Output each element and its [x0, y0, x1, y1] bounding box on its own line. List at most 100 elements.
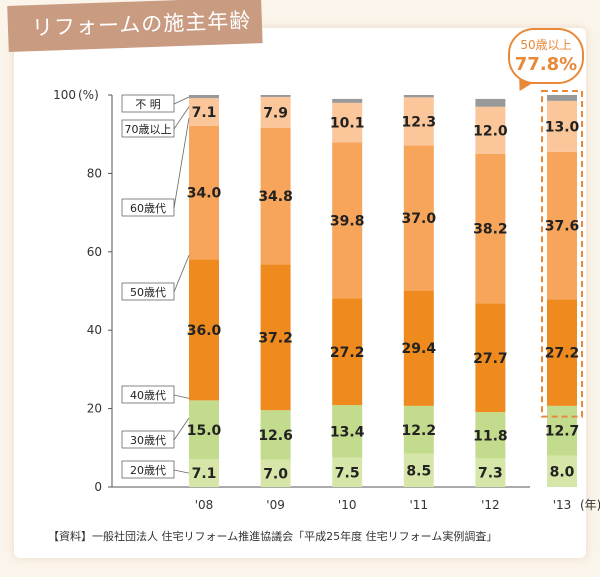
age-label-pointer [173, 394, 190, 399]
data-label: 37.6 [545, 219, 580, 235]
data-label: 10.1 [330, 116, 365, 132]
bar-segment [547, 455, 577, 487]
data-label: 7.5 [335, 465, 360, 481]
bar-segment [332, 405, 363, 458]
bar-segment [475, 303, 506, 413]
data-label: 7.1 [192, 105, 217, 121]
bar-segment [547, 299, 577, 406]
data-label: 36.0 [187, 323, 222, 339]
data-label: 7.3 [478, 466, 503, 482]
age-label: 30歳代 [130, 434, 166, 447]
age-label-pointer [173, 255, 190, 293]
bar-segment [547, 95, 577, 101]
bar-segment [475, 412, 506, 459]
bar-segment [189, 98, 219, 126]
bar-segment [403, 405, 434, 454]
highlight-box [541, 90, 583, 418]
age-label-box [121, 94, 175, 113]
bar-segment [189, 125, 219, 260]
x-tick-label: '11 [410, 498, 429, 512]
data-label: 12.3 [402, 114, 437, 130]
x-unit-label: (年) [580, 498, 600, 512]
data-label: 7.9 [263, 105, 288, 121]
y-tick-label: 80 [87, 166, 102, 180]
data-label: 12.0 [473, 123, 508, 139]
bar-segment [403, 95, 434, 98]
age-label-pointer [173, 469, 190, 474]
data-label: 11.8 [473, 428, 508, 444]
bar-segment [260, 459, 291, 487]
data-label: 7.1 [192, 466, 217, 482]
y-tick-label: 0 [94, 480, 102, 494]
bar-segment [403, 97, 434, 146]
bar-segment [332, 98, 363, 103]
age-label: 70歳以上 [125, 123, 172, 136]
x-tick-label: '10 [338, 498, 357, 512]
age-label: 50歳代 [130, 286, 166, 299]
bar-segment [260, 410, 291, 460]
y-tick-label: 100 [53, 88, 76, 102]
bar-segment [475, 106, 506, 154]
data-label: 29.4 [402, 341, 437, 357]
bar-segment [475, 98, 506, 107]
age-label: 40歳代 [130, 389, 166, 402]
callout-value: 77.8% [514, 54, 578, 75]
data-label: 39.8 [330, 213, 365, 229]
bar-segment [332, 142, 363, 299]
data-label: 34.0 [187, 186, 222, 202]
age-label-pointer [173, 96, 190, 105]
data-label: 8.0 [550, 464, 575, 480]
bar-segment [189, 259, 219, 401]
x-tick-label: '09 [266, 498, 285, 512]
bar-segment [475, 153, 506, 304]
bar-segment [260, 264, 291, 411]
callout-bubble: 50歳以上 77.8% [508, 28, 584, 84]
age-label: 60歳代 [130, 202, 166, 215]
bar-segment [260, 127, 291, 265]
y-tick-label: 40 [87, 323, 102, 337]
bar-segment [332, 298, 363, 406]
bar-segment [403, 145, 434, 291]
age-label-pointer [173, 118, 190, 209]
bar-segment [332, 102, 363, 143]
data-label: 12.7 [545, 424, 580, 440]
data-label: 27.7 [473, 351, 508, 367]
x-tick-label: '13 [553, 498, 572, 512]
data-label: 7.0 [263, 466, 288, 482]
data-label: 15.0 [187, 423, 222, 439]
data-label: 27.2 [330, 345, 365, 361]
bar-segment [403, 290, 434, 406]
data-label: 37.2 [258, 330, 293, 346]
callout-label: 50歳以上 [520, 38, 572, 52]
data-label: 12.2 [402, 423, 437, 439]
bar-segment [332, 457, 363, 487]
y-unit-label: (%) [78, 88, 99, 102]
bar-segment [189, 95, 219, 99]
y-tick-label: 20 [87, 402, 102, 416]
bar-segment [547, 405, 577, 456]
bar-segment [547, 151, 577, 300]
data-label: 27.2 [545, 346, 580, 362]
data-label: 13.0 [545, 119, 580, 135]
data-label: 8.5 [406, 463, 431, 479]
bar-segment [260, 95, 291, 97]
data-label: 13.4 [330, 424, 365, 440]
data-label: 37.0 [402, 211, 437, 227]
data-label: 34.8 [258, 189, 293, 205]
data-label: 38.2 [473, 222, 508, 238]
x-tick-label: '12 [481, 498, 500, 512]
age-label-box [121, 460, 175, 479]
bar-segment [475, 458, 506, 487]
data-label: 12.6 [258, 428, 293, 444]
bar-segment [260, 96, 291, 128]
source-note: 【資料】一般社団法人 住宅リフォーム推進協議会「平成25年度 住宅リフォーム実例… [48, 530, 498, 543]
bar-segment [403, 453, 434, 487]
x-tick-label: '08 [195, 498, 214, 512]
bar-segment [547, 100, 577, 152]
bar-segment [189, 459, 219, 487]
age-label: 20歳代 [130, 464, 166, 477]
bar-segment [189, 400, 219, 460]
age-label-box [121, 385, 175, 404]
age-label: 不 明 [135, 98, 161, 111]
